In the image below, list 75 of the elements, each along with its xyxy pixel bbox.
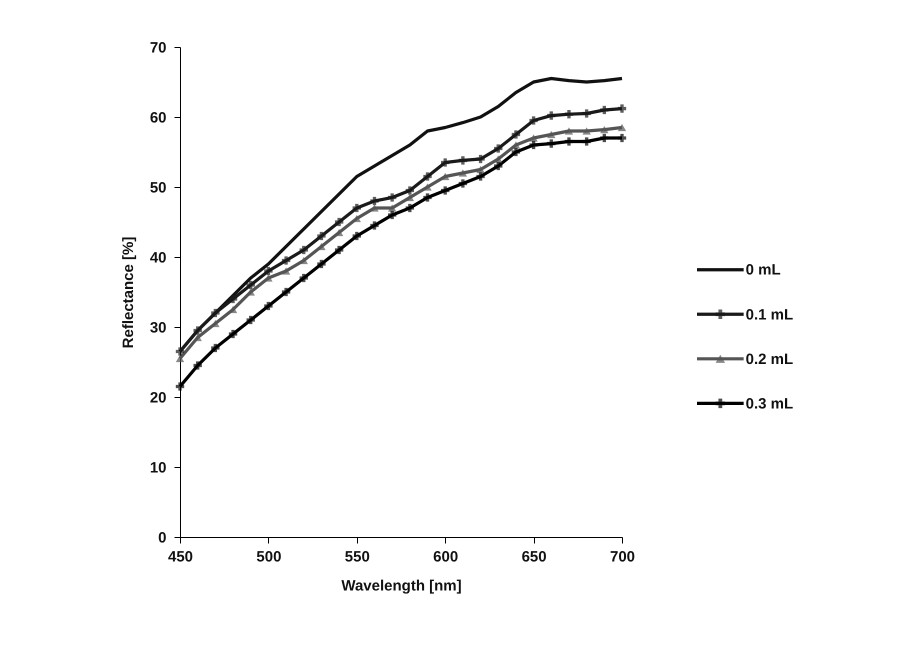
point <box>193 361 202 370</box>
point <box>264 302 273 310</box>
y-tick-label: 50 <box>150 180 166 196</box>
x-tick-label: 550 <box>344 548 370 566</box>
point <box>246 316 255 324</box>
point <box>193 326 202 335</box>
point <box>334 218 344 226</box>
point <box>618 104 626 113</box>
point <box>618 124 626 132</box>
point <box>282 256 290 265</box>
point <box>441 186 450 195</box>
point <box>370 204 379 212</box>
point <box>211 344 220 352</box>
point <box>600 134 609 142</box>
point <box>458 169 468 177</box>
y-tick-label: 70 <box>150 40 166 56</box>
x-axis-title: Wavelength [nm] <box>341 578 462 594</box>
point <box>406 194 414 202</box>
point <box>600 106 609 114</box>
y-tick-label: 30 <box>150 320 166 336</box>
point <box>529 116 538 125</box>
point <box>441 158 450 167</box>
point <box>564 127 574 135</box>
point <box>582 137 591 146</box>
point <box>458 156 468 165</box>
point <box>494 144 502 153</box>
point <box>423 183 432 191</box>
point <box>264 266 273 276</box>
point <box>564 110 574 118</box>
point <box>494 155 502 163</box>
x-tick-label: 450 <box>168 548 194 566</box>
x-tick-label: 700 <box>610 548 636 566</box>
point <box>547 130 556 138</box>
point <box>406 186 414 195</box>
point <box>388 210 396 220</box>
point <box>582 109 591 118</box>
y-tick-label: 0 <box>158 530 166 546</box>
point <box>458 179 468 188</box>
point <box>529 134 538 142</box>
point <box>352 232 361 240</box>
y-axis-title: Reflectance [%] <box>120 236 137 348</box>
x-tick-label: 600 <box>433 548 458 566</box>
x-tick-label: 500 <box>256 548 282 566</box>
point <box>388 204 396 212</box>
y-tick-label: 40 <box>150 250 166 266</box>
legend-label: 0.2 mL <box>746 350 794 368</box>
point <box>176 354 184 362</box>
point <box>441 172 450 180</box>
x-tick-label: 650 <box>522 548 547 566</box>
legend-label: 0 mL <box>746 262 781 279</box>
point <box>300 274 308 282</box>
legend-label: 0.1 mL <box>746 306 794 324</box>
y-tick-label: 20 <box>150 390 166 406</box>
point <box>600 126 609 134</box>
point <box>512 148 520 156</box>
point <box>282 288 290 296</box>
point <box>406 204 414 212</box>
point <box>246 280 255 290</box>
legend-label: 0.3 mL <box>746 395 794 412</box>
point <box>547 139 556 148</box>
y-tick-label: 60 <box>150 110 166 126</box>
point <box>547 111 556 120</box>
point <box>476 166 485 174</box>
point <box>282 267 290 275</box>
point <box>388 193 396 202</box>
point <box>529 140 538 150</box>
y-tick-label: 10 <box>150 460 166 476</box>
point <box>512 130 520 139</box>
point <box>494 162 502 170</box>
point <box>300 256 308 264</box>
point <box>334 246 344 254</box>
point <box>582 127 591 135</box>
point <box>211 308 220 318</box>
point <box>300 246 308 254</box>
point <box>352 204 361 212</box>
